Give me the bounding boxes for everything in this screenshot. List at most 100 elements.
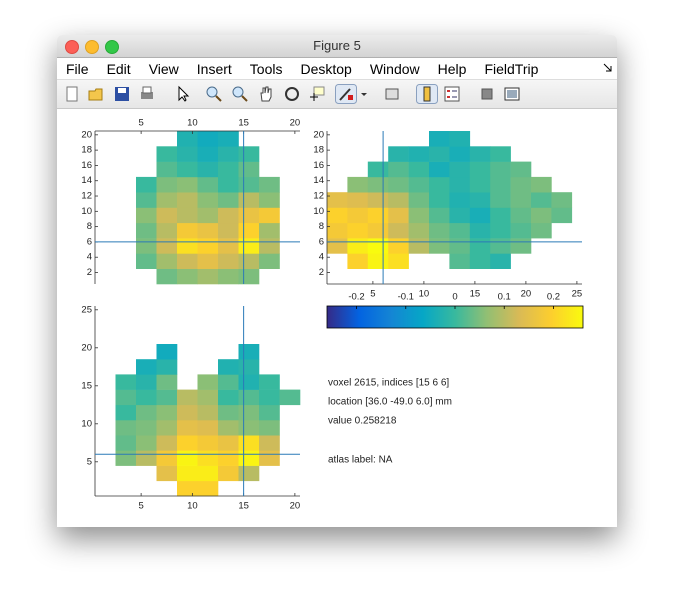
voxel-cell: [238, 176, 260, 193]
voxel-cell: [177, 222, 198, 239]
voxel-cell: [238, 420, 260, 436]
menu-item[interactable]: File: [66, 60, 89, 77]
voxel-cell: [136, 359, 157, 375]
menu-item[interactable]: Insert: [196, 60, 232, 77]
voxel-cell: [510, 176, 532, 193]
info-text: atlas label: NA: [328, 455, 393, 466]
menu-item[interactable]: Tools: [249, 60, 283, 77]
voxel-cell: [136, 222, 157, 239]
insert-colorbar[interactable]: [416, 84, 438, 104]
voxel-cell: [197, 253, 219, 269]
voxel-cell: [115, 374, 137, 390]
y-tick-label: 10: [81, 206, 92, 217]
y-tick-label: 2: [319, 267, 324, 278]
y-tick-label: 18: [313, 145, 324, 156]
voxel-cell: [347, 207, 369, 224]
menu-arrow[interactable]: [603, 63, 613, 73]
voxel-cell: [136, 192, 157, 208]
voxel-cell: [449, 207, 471, 224]
y-tick-label: 6: [319, 236, 324, 247]
brush-menu[interactable]: [360, 85, 368, 103]
voxel-cell: [156, 404, 178, 421]
window-title: Figure 5: [313, 38, 361, 53]
y-tick-label: 20: [81, 342, 92, 353]
x-tick-label: 5: [370, 289, 375, 300]
voxel-cell: [531, 192, 552, 208]
colorbar-tick-label: 0.1: [498, 292, 511, 303]
voxel-cell: [408, 146, 430, 162]
voxel-cell: [531, 176, 552, 193]
voxel-cell: [510, 222, 532, 239]
voxel-cell: [490, 238, 511, 254]
close-button[interactable]: [65, 40, 79, 54]
voxel-cell: [408, 192, 430, 208]
colorbar-tick-label: -0.1: [398, 292, 414, 303]
colorbar-tick-label: -0.2: [348, 292, 364, 303]
voxel-cell: [327, 192, 348, 208]
voxel-cell: [388, 146, 409, 162]
menu-item[interactable]: View: [148, 60, 179, 77]
new-figure[interactable]: [63, 85, 81, 103]
pointer[interactable]: [174, 85, 192, 103]
zoom-in[interactable]: [205, 85, 223, 103]
voxel-cell: [388, 253, 409, 269]
voxel-cell: [469, 161, 491, 178]
voxel-cell: [429, 207, 450, 224]
voxel-cell: [156, 420, 178, 436]
info-text: value 0.258218: [328, 416, 397, 427]
voxel-cell: [115, 389, 137, 406]
show-tools[interactable]: [503, 85, 521, 103]
print[interactable]: [138, 85, 156, 103]
voxel-cell: [347, 176, 369, 193]
zoom-button[interactable]: [105, 40, 119, 54]
info-text: voxel 2615, indices [15 6 6]: [328, 378, 449, 389]
voxel-cell: [259, 389, 280, 406]
open-file[interactable]: [87, 85, 105, 103]
voxel-cell: [177, 161, 198, 178]
minimize-button[interactable]: [85, 40, 99, 54]
voxel-cell: [156, 161, 178, 178]
rotate[interactable]: [283, 85, 301, 103]
menu-item[interactable]: Desktop: [300, 60, 352, 77]
voxel-cell: [469, 207, 491, 224]
voxel-cell: [177, 131, 198, 147]
x-tick-label: 10: [187, 501, 198, 512]
y-tick-label: 20: [313, 129, 324, 140]
voxel-cell: [259, 435, 280, 451]
y-tick-label: 16: [81, 160, 92, 171]
menu-item[interactable]: Help: [437, 60, 467, 77]
insert-legend[interactable]: [443, 85, 461, 103]
menu-item[interactable]: Edit: [106, 60, 131, 77]
voxel-cell: [156, 389, 178, 406]
voxel-cell: [197, 465, 219, 482]
link-plot[interactable]: [383, 85, 401, 103]
x-tick-label: 15: [238, 501, 249, 512]
save[interactable]: [113, 85, 131, 103]
voxel-cell: [156, 207, 178, 224]
data-cursor[interactable]: [308, 85, 326, 103]
menu-item[interactable]: FieldTrip: [484, 60, 539, 77]
voxel-cell: [197, 161, 219, 178]
pan[interactable]: [257, 85, 275, 103]
voxel-cell: [510, 161, 532, 178]
voxel-cell: [238, 268, 260, 285]
voxel-cell: [449, 176, 471, 193]
voxel-cell: [238, 238, 260, 254]
voxel-cell: [388, 192, 409, 208]
menu-item[interactable]: Window: [369, 60, 420, 77]
voxel-cell: [238, 161, 260, 178]
voxel-cell: [238, 253, 260, 269]
voxel-cell: [177, 146, 198, 162]
voxel-cell: [449, 192, 471, 208]
y-tick-label: 18: [81, 145, 92, 156]
zoom-out[interactable]: [231, 85, 249, 103]
voxel-cell: [218, 359, 239, 375]
voxel-cell: [156, 344, 178, 360]
voxel-cell: [238, 404, 260, 421]
brush[interactable]: [335, 84, 357, 104]
voxel-cell: [177, 480, 198, 497]
voxel-cell: [449, 222, 471, 239]
hide-tools[interactable]: [478, 85, 496, 103]
voxel-cell: [218, 253, 239, 269]
